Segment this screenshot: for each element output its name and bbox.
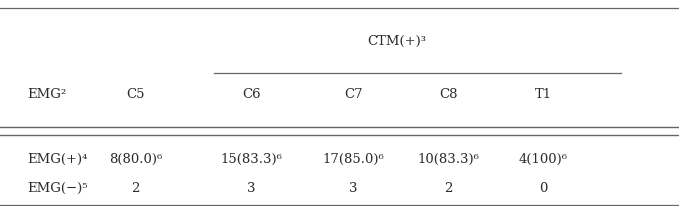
Text: 2: 2 xyxy=(132,182,140,195)
Text: C6: C6 xyxy=(242,88,261,101)
Text: EMG(−)⁵: EMG(−)⁵ xyxy=(27,182,88,195)
Text: C7: C7 xyxy=(344,88,363,101)
Text: C5: C5 xyxy=(126,88,145,101)
Text: 3: 3 xyxy=(349,182,357,195)
Text: CTM(+)³: CTM(+)³ xyxy=(368,35,426,48)
Text: T1: T1 xyxy=(534,88,552,101)
Text: 4(100)⁶: 4(100)⁶ xyxy=(519,153,568,166)
Text: 8(80.0)⁶: 8(80.0)⁶ xyxy=(109,153,162,166)
Text: 3: 3 xyxy=(247,182,255,195)
Text: C8: C8 xyxy=(439,88,458,101)
Text: 10(83.3)⁶: 10(83.3)⁶ xyxy=(417,153,479,166)
Text: 2: 2 xyxy=(444,182,452,195)
Text: 17(85.0)⁶: 17(85.0)⁶ xyxy=(323,153,384,166)
Text: EMG(+)⁴: EMG(+)⁴ xyxy=(27,153,88,166)
Text: 15(83.3)⁶: 15(83.3)⁶ xyxy=(220,153,282,166)
Text: 0: 0 xyxy=(539,182,547,195)
Text: EMG²: EMG² xyxy=(27,88,67,101)
